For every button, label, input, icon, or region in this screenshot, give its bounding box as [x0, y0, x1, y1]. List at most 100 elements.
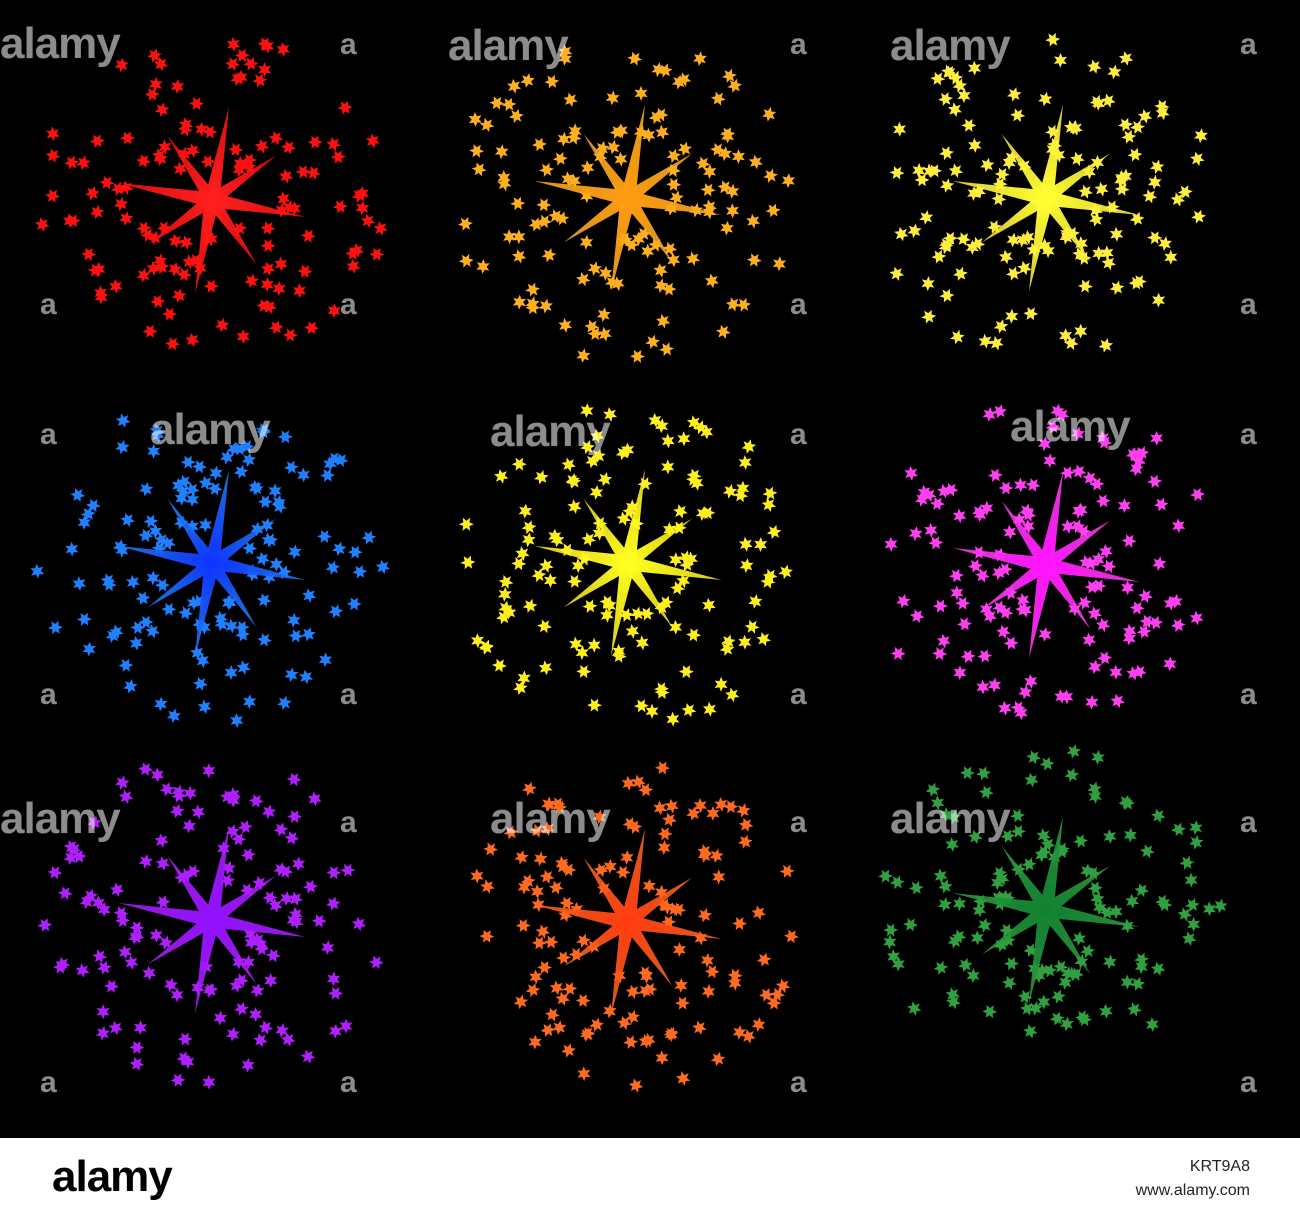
sparkle-star [624, 238, 640, 252]
sparkle-star [762, 486, 778, 501]
sparkle-star [1121, 129, 1137, 144]
sparkle-star [721, 634, 736, 649]
sparkle-star [967, 186, 981, 201]
sparkle-star [712, 869, 726, 885]
sparkle-star [287, 612, 301, 628]
sparkle-star [138, 762, 154, 776]
sparkle-star [725, 297, 741, 312]
sparkle-star [596, 307, 611, 323]
sparkle-star [256, 425, 272, 439]
sparkle-star [1002, 155, 1016, 171]
sparkle-star [703, 164, 717, 179]
sparkle-star [1060, 466, 1076, 480]
sparkle-star [182, 818, 196, 834]
sparkle-star [1077, 1013, 1093, 1027]
sparkle-star [261, 804, 277, 820]
sparkle-star [1134, 446, 1150, 460]
sparkle-star [979, 785, 994, 800]
sparkle-star [1147, 474, 1163, 489]
sparkle-star [1010, 824, 1026, 838]
sparkle-star [657, 840, 671, 855]
sparkle-star [695, 156, 711, 171]
sparkle-star [1053, 52, 1067, 68]
sparkle-star [689, 475, 704, 491]
sparkle-star [100, 573, 116, 588]
sparkle-star [886, 949, 901, 964]
sparkle-star [47, 865, 63, 880]
sparkle-star [109, 882, 125, 897]
sparkle-star [540, 1023, 556, 1037]
sparkle-star [552, 800, 568, 815]
sparkle-star [1045, 32, 1061, 47]
sparkle-star [648, 412, 663, 428]
sparkle-star [883, 934, 897, 950]
sparkle-star [195, 121, 209, 137]
sparkle-star [727, 78, 743, 93]
sparkle-star [947, 102, 962, 117]
sparkle-star [778, 564, 793, 580]
sparkle-star [235, 627, 250, 642]
sparkle-star [326, 136, 341, 152]
sparkle-star [641, 243, 655, 259]
sparkle-star [307, 791, 322, 807]
sparkle-star [346, 258, 361, 274]
sparkle-star [676, 1071, 691, 1086]
sparkle-star [907, 1001, 922, 1016]
sparkle-star [198, 517, 213, 533]
sparkle-star [144, 87, 160, 101]
sparkle-star [234, 620, 250, 634]
sparkle-star [325, 560, 341, 575]
sparkle-star [989, 336, 1004, 351]
sparkle-star [513, 994, 529, 1010]
sparkle-star [674, 977, 688, 993]
sparkle-star [517, 879, 532, 895]
sparkle-star [1088, 789, 1102, 804]
sparkle-star [748, 594, 763, 609]
sparkle-star [166, 708, 182, 724]
sparkle-star [1101, 255, 1116, 271]
sparkle-star [515, 546, 530, 561]
sparkle-star [1121, 580, 1135, 596]
sparkle-star [956, 232, 971, 246]
sparkle-star [603, 407, 618, 422]
sparkle-star [659, 342, 674, 357]
sparkle-star [714, 797, 729, 812]
sparkle-star [746, 253, 762, 267]
sparkle-star [149, 927, 163, 943]
sparkle-star [234, 48, 250, 62]
sparkle-star [193, 676, 208, 691]
yellow-firework [889, 32, 1208, 353]
sparkle-star [630, 349, 645, 363]
sparkle-star [699, 424, 714, 440]
sparkle-star [620, 849, 634, 865]
sparkle-star [534, 470, 549, 485]
sparkle-star [991, 565, 1006, 581]
sparkle-star [1128, 276, 1144, 290]
sparkle-star [953, 896, 967, 912]
sparkle-star [1188, 820, 1203, 835]
purple-firework [37, 762, 384, 1090]
sparkle-star [539, 162, 555, 177]
sparkle-star [273, 822, 289, 837]
sparkle-star [525, 282, 540, 297]
sparkle-star [110, 181, 126, 196]
sparkle-star [522, 781, 537, 796]
sparkle-star [492, 658, 507, 673]
sparkle-star [751, 905, 766, 920]
sparkle-star [228, 142, 244, 157]
sparkle-star [1065, 966, 1080, 982]
sparkle-star [257, 37, 273, 51]
sparkle-star [1092, 900, 1107, 915]
sparkle-star [525, 983, 541, 998]
sparkle-star [982, 608, 997, 624]
sparkle-star [700, 506, 716, 520]
sparkle-star [567, 499, 582, 514]
sparkle-star [559, 896, 575, 910]
sparkle-star [948, 70, 963, 85]
sparkle-star [697, 908, 713, 923]
sparkle-star [589, 1017, 604, 1032]
sparkle-star [236, 660, 251, 675]
sparkle-star [260, 239, 276, 253]
sparkle-star [306, 166, 321, 180]
sparkle-star [1127, 1002, 1142, 1017]
